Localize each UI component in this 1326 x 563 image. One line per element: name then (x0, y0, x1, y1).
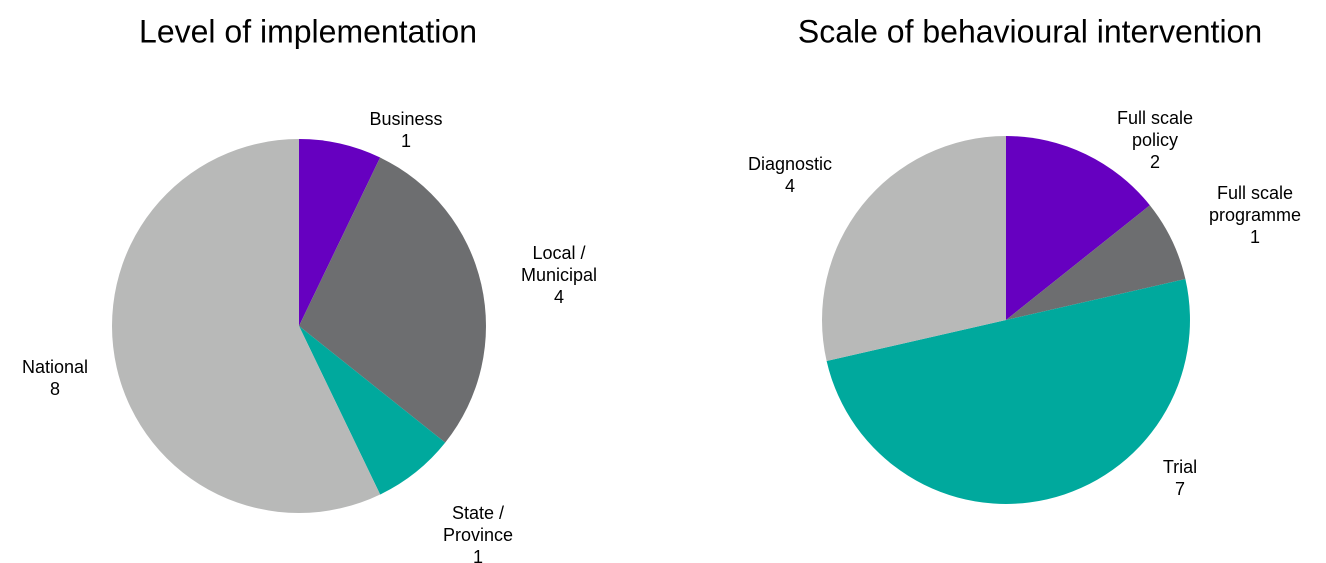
pie-slice (299, 326, 446, 495)
category-label: National (21, 357, 89, 377)
value-label: 1 (472, 547, 483, 563)
chart-title: Level of implementation (139, 13, 477, 50)
category-label: Diagnostic (747, 154, 833, 174)
category-label: Trial (1162, 457, 1198, 477)
value-label: 1 (400, 131, 411, 151)
pie-slice (1006, 136, 1150, 320)
value-label: 2 (1149, 152, 1160, 172)
slice-label: State / Province 1 (422, 502, 534, 563)
pie-slice (112, 139, 381, 513)
value-label: 8 (49, 379, 60, 399)
value-label: 7 (1174, 479, 1185, 499)
slice-label: Diagnostic 4 (734, 153, 846, 197)
value-label: 1 (1249, 227, 1260, 247)
pie-slice (826, 279, 1190, 504)
slice-label: Full scale programme 1 (1199, 182, 1311, 248)
pie-slice (299, 139, 381, 326)
slice-label: National 8 (0, 356, 111, 400)
pie-slice (299, 157, 486, 443)
value-label: 4 (784, 176, 795, 196)
slice-label: Trial 7 (1124, 456, 1236, 500)
category-label: Full scale programme (1208, 183, 1302, 225)
category-label: State / Province (442, 503, 514, 545)
pie-slice (822, 136, 1006, 361)
category-label: Full scale policy (1116, 108, 1194, 150)
slice-label: Business 1 (350, 108, 462, 152)
slice-label: Local / Municipal 4 (503, 242, 615, 308)
category-label: Business (369, 109, 443, 129)
pie-slice (1006, 205, 1186, 320)
category-label: Local / Municipal (520, 243, 598, 285)
slice-label: Full scale policy 2 (1099, 107, 1211, 173)
chart-title: Scale of behavioural intervention (797, 13, 1263, 50)
value-label: 4 (553, 287, 564, 307)
